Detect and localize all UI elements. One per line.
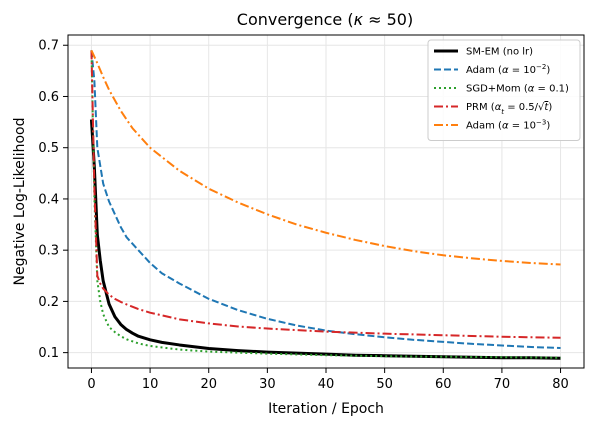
legend: SM-EM (no lr) Adam (α = 10−2) SGD+Mom (α =…	[427, 39, 581, 141]
y-tick-label: 0.5	[38, 141, 59, 156]
series-line-4	[90, 49, 561, 266]
legend-label-2: SGD+Mom (α = 0.1)	[466, 84, 569, 95]
y-axis-ticks: 0.1 0.2 0.3 0.4 0.5 0.6 0.7	[38, 39, 68, 361]
y-axis-label: Negative Log-Likelihood	[12, 118, 28, 286]
legend-label-0: SM-EM (no lr)	[466, 47, 533, 58]
x-tick-label: 30	[259, 377, 276, 392]
y-tick-label: 0.3	[38, 244, 59, 259]
x-axis-ticks: 0 10 20 30 40 50 60 70 80	[87, 368, 569, 392]
legend-label-3: PRM (αt = 0.5/√t)	[466, 102, 552, 116]
x-tick-label: 80	[552, 377, 569, 392]
y-tick-label: 0.7	[38, 39, 59, 54]
title-main: Convergence (	[237, 10, 354, 29]
x-tick-label: 10	[142, 377, 159, 392]
grid-lines	[68, 35, 584, 368]
y-tick-label: 0.6	[38, 90, 59, 105]
series-line-2	[90, 50, 561, 359]
title-kappa: κ	[354, 10, 364, 29]
series-line-0	[89, 119, 561, 360]
x-tick-label: 70	[494, 377, 511, 392]
legend-label-4: Adam (α = 10−3)	[466, 119, 550, 132]
y-tick-label: 0.1	[38, 346, 59, 361]
y-tick-label: 0.2	[38, 295, 59, 310]
x-tick-label: 20	[200, 377, 217, 392]
plot-series	[89, 49, 561, 360]
x-tick-label: 50	[376, 377, 393, 392]
y-tick-label: 0.4	[38, 192, 59, 207]
legend-box	[427, 39, 581, 141]
title-approx: ≈ 50)	[363, 10, 413, 29]
series-line-3	[90, 50, 561, 339]
x-tick-label: 60	[435, 377, 452, 392]
x-axis-label: Iteration / Epoch	[268, 401, 384, 417]
chart-title: Convergence (κ ≈ 50)	[237, 10, 413, 29]
x-tick-label: 40	[318, 377, 335, 392]
legend-label-1: Adam (α = 10−2)	[466, 63, 550, 76]
x-tick-label: 0	[87, 377, 95, 392]
series-line-1	[90, 50, 561, 350]
